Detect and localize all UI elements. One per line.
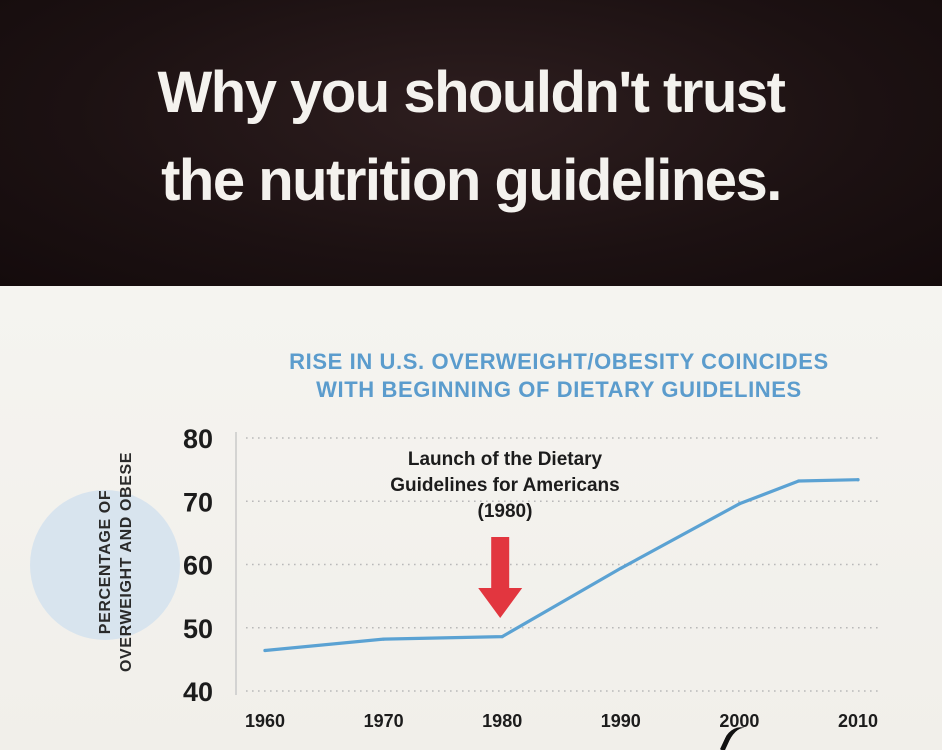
data-point-2005 (797, 479, 801, 483)
x-tick-1970: 1970 (364, 711, 404, 731)
y-axis-label-line-2: OVERWEIGHT AND OBESE (118, 452, 135, 672)
y-axis-label-line-1: PERCENTAGE OF (97, 490, 114, 634)
x-tick-1960: 1960 (245, 711, 285, 731)
data-point-1960 (263, 648, 267, 653)
down-arrow-icon (478, 537, 523, 618)
y-tick-40: 40 (183, 677, 213, 707)
x-tick-1980: 1980 (482, 711, 522, 731)
y-tick-labels: 80 70 60 50 40 (183, 424, 213, 707)
headline-line-1: Why you shouldn't trust (157, 60, 786, 125)
data-series (263, 478, 860, 653)
data-point-2000 (737, 502, 742, 506)
data-point-2010 (856, 478, 860, 482)
annotation-line-3: (1980) (478, 501, 533, 522)
headline-line-2: the nutrition guidelines. (161, 148, 782, 213)
y-tick-50: 50 (183, 614, 213, 644)
chart-title-line-1: RISE IN U.S. OVERWEIGHT/OBESITY COINCIDE… (289, 349, 829, 374)
grid-lines (246, 437, 880, 692)
y-tick-70: 70 (183, 487, 213, 517)
data-point-1970 (382, 637, 386, 641)
chart-title-line-2: WITH BEGINNING OF DIETARY GUIDELINES (316, 377, 802, 402)
data-point-1990 (619, 566, 623, 570)
data-point-1980 (500, 635, 504, 639)
y-tick-60: 60 (183, 551, 213, 581)
x-tick-2000: 2000 (719, 711, 759, 731)
annotation-line-2: Guidelines for Americans (390, 475, 619, 496)
decorative-circle (30, 490, 180, 640)
annotation: Launch of the Dietary Guidelines for Ame… (390, 449, 620, 618)
x-tick-1990: 1990 (601, 711, 641, 731)
x-tick-labels: 1960 1970 1980 1990 2000 2010 (245, 711, 878, 731)
annotation-line-1: Launch of the Dietary (408, 449, 603, 470)
y-axis-label: PERCENTAGE OF OVERWEIGHT AND OBESE (97, 452, 135, 672)
y-tick-80: 80 (183, 424, 213, 454)
x-tick-2010: 2010 (838, 711, 878, 731)
header-banner (0, 0, 942, 286)
